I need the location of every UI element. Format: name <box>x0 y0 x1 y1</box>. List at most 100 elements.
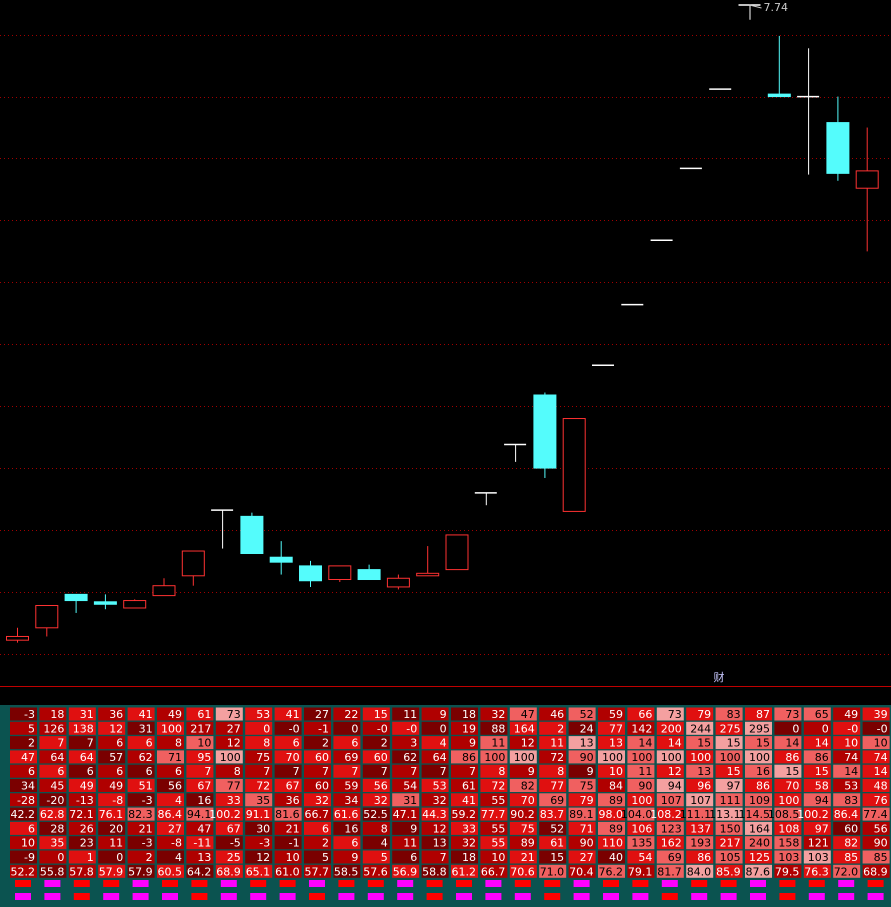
cell-text: 53 <box>433 780 447 793</box>
table-cell <box>568 736 596 750</box>
table-cell <box>362 807 390 821</box>
cell-text: 60 <box>374 751 388 764</box>
max-label: 7.74 <box>764 1 789 14</box>
table-cell <box>274 807 302 821</box>
table-cell <box>627 764 655 778</box>
cell-text: 13 <box>197 851 211 864</box>
table-cell <box>127 793 155 807</box>
table-cell <box>186 864 214 878</box>
table-cell <box>362 793 390 807</box>
table-cell <box>598 807 625 821</box>
table-cell <box>392 836 420 850</box>
table-cell <box>862 736 890 750</box>
table-cell <box>10 707 37 721</box>
cell-text: 8 <box>234 765 241 778</box>
cell-text: 10 <box>197 737 211 750</box>
table-cell <box>157 736 184 750</box>
table-cell <box>803 750 831 764</box>
cell-text: 59.2 <box>452 808 477 821</box>
table-cell <box>451 779 478 792</box>
table-cell <box>715 779 743 792</box>
cell-text: 16 <box>197 794 211 807</box>
table-cell <box>539 707 567 721</box>
table-cell <box>656 779 684 792</box>
cell-text: 36 <box>109 708 123 721</box>
table-cell <box>186 821 214 835</box>
cell-text: 7 <box>440 765 447 778</box>
cell-text: 90 <box>580 751 594 764</box>
table-cell <box>862 707 890 721</box>
signal <box>220 880 237 887</box>
table-cell <box>127 750 155 764</box>
cell-text: -3 <box>24 708 35 721</box>
cell-text: 59 <box>344 780 358 793</box>
signal <box>661 893 678 900</box>
cell-text: 7 <box>57 737 64 750</box>
table-cell <box>215 807 243 821</box>
table-cell <box>421 721 449 735</box>
cell-text: 14 <box>815 737 829 750</box>
table-cell <box>480 836 508 850</box>
cell-text: 83 <box>727 708 741 721</box>
table-cell <box>98 779 126 792</box>
table-cell <box>745 821 772 835</box>
table-cell <box>304 707 331 721</box>
cell-text: 6 <box>28 765 35 778</box>
table-cell <box>715 736 743 750</box>
table-cell <box>656 721 684 735</box>
table-cell <box>98 864 126 878</box>
table-cell <box>362 850 390 864</box>
cell-text: 121 <box>808 837 829 850</box>
table-cell <box>304 836 331 850</box>
table-cell <box>39 850 67 864</box>
cell-text: 57.9 <box>128 865 153 878</box>
table-cell <box>774 821 802 835</box>
cell-text: 94 <box>668 780 682 793</box>
table-cell <box>803 807 831 821</box>
signal <box>162 893 178 900</box>
cell-text: 47 <box>521 708 535 721</box>
table-cell <box>568 750 596 764</box>
table-cell <box>186 779 214 792</box>
cell-text: 51 <box>139 780 153 793</box>
cell-text: 62 <box>403 751 417 764</box>
signal <box>279 880 296 887</box>
cell-text: 61.2 <box>452 865 477 878</box>
cell-text: 9 <box>410 822 417 835</box>
cell-text: 142 <box>631 722 652 735</box>
cell-text: 32 <box>433 794 447 807</box>
table-cell <box>157 793 184 807</box>
table-cell <box>745 736 772 750</box>
table-cell <box>862 821 890 835</box>
cell-text: 89 <box>521 837 535 850</box>
candle-body <box>533 394 557 469</box>
cell-text: 31 <box>403 794 417 807</box>
cell-text: 9 <box>587 765 594 778</box>
table-cell <box>539 836 567 850</box>
cell-text: 60 <box>315 780 329 793</box>
table-cell <box>803 836 831 850</box>
cell-text: 107 <box>661 794 682 807</box>
cell-text: 73 <box>227 708 241 721</box>
table-cell <box>774 836 802 850</box>
table-cell <box>274 864 302 878</box>
table-cell <box>656 736 684 750</box>
cell-text: 74 <box>874 751 888 764</box>
cell-text: 41 <box>286 708 300 721</box>
cell-text: 7 <box>87 737 94 750</box>
table-cell <box>509 836 537 850</box>
table-cell <box>10 850 37 864</box>
cell-text: 56 <box>168 780 182 793</box>
table-cell <box>862 779 890 792</box>
table-cell <box>598 764 625 778</box>
table-cell <box>745 793 772 807</box>
table-cell <box>274 764 302 778</box>
table-cell <box>127 707 155 721</box>
table-cell <box>539 793 567 807</box>
cell-text: 32 <box>374 794 388 807</box>
signal <box>779 893 796 900</box>
signal <box>632 893 649 900</box>
cell-text: 49 <box>109 780 123 793</box>
table-cell <box>480 764 508 778</box>
cell-text: 82 <box>521 780 535 793</box>
